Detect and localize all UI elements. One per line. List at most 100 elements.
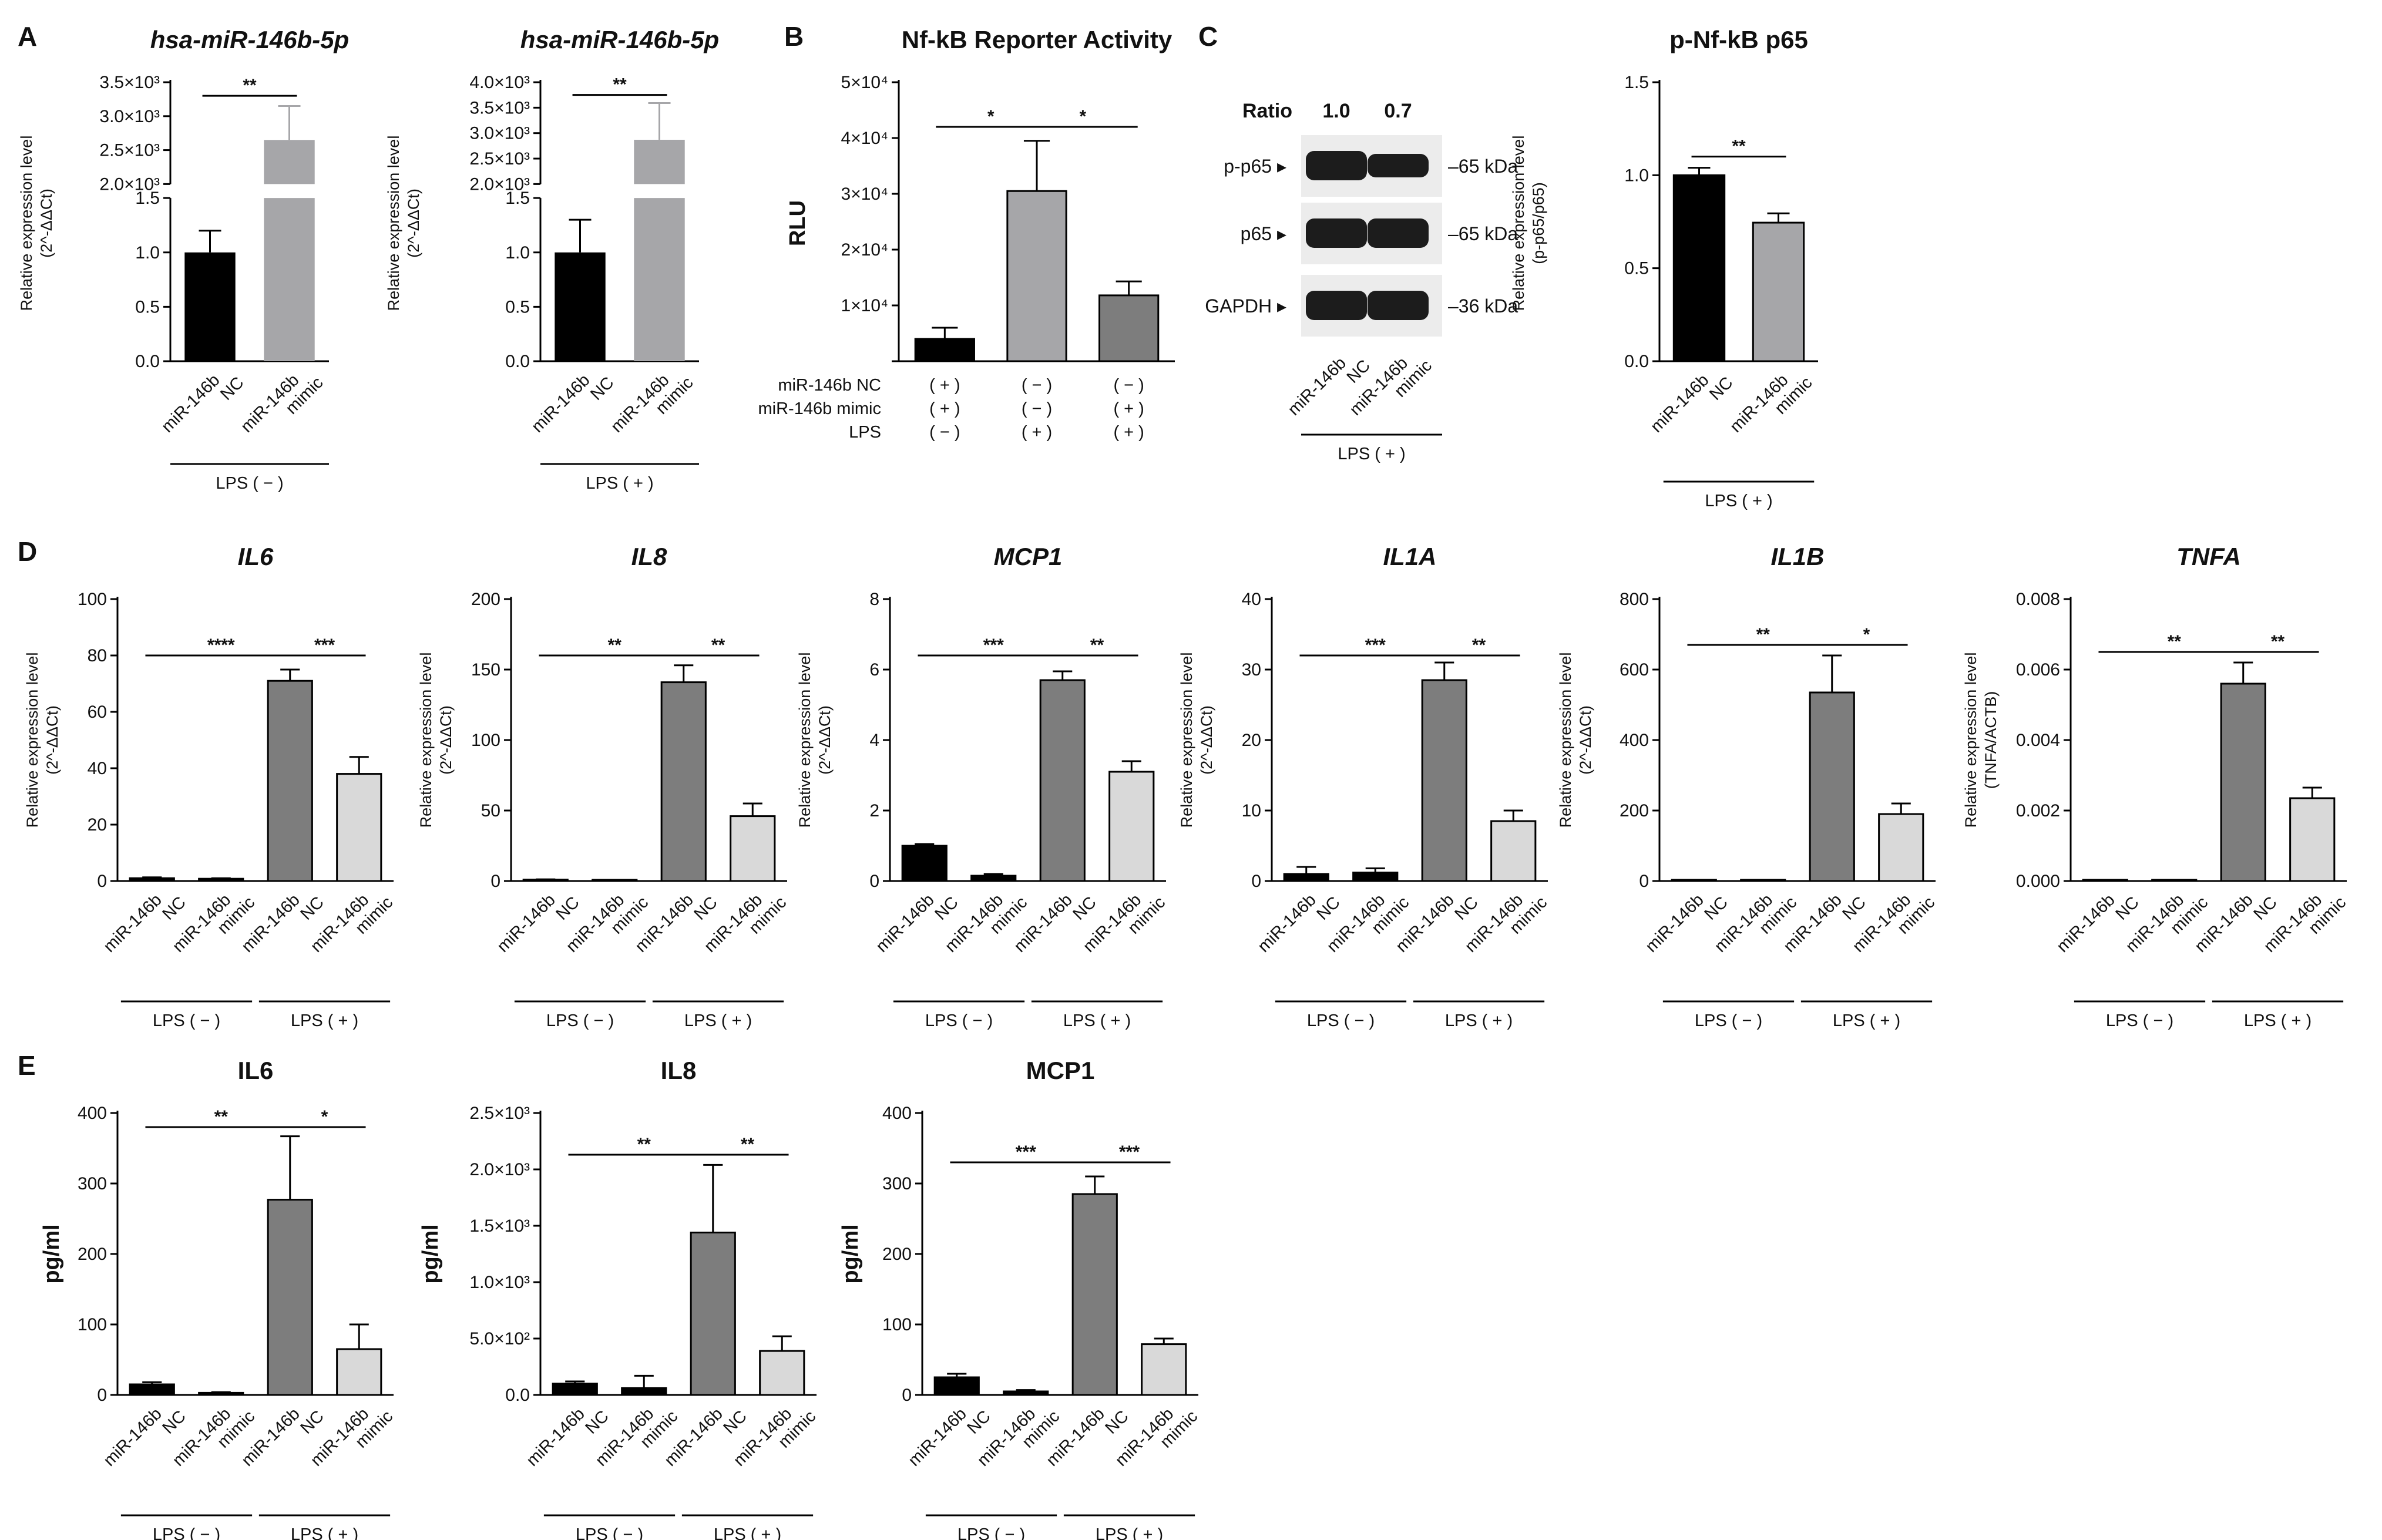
y-tick-label-2: 1.0×10³	[469, 1273, 530, 1292]
y-axis-label: pg/ml	[39, 1224, 64, 1283]
y-tick-label-3: 30	[1242, 660, 1261, 680]
y-tick-label-4: 4×10⁴	[841, 129, 888, 148]
y-tick-label-1: 100	[882, 1315, 912, 1334]
group-label-0: LPS ( − )	[576, 1525, 643, 1540]
chart-c-p65-ratio: p-Nf-kB p65 0.0 0.5 1.0 1.5 miR-146bNCmiR-146…	[1510, 26, 1818, 510]
bar-2	[267, 1199, 313, 1396]
chart-a1-mir146b-lps-neg: hsa-miR-146b-5p 0.0 0.5 1.0 1.52.0×10³ 2.5×10…	[18, 26, 349, 493]
treatment-cell-2-0: ( − )	[929, 423, 960, 442]
significance-label-1: *	[1863, 625, 1870, 644]
bar-2	[1421, 679, 1467, 882]
chart-b-nfkb-reporter: Nf-kB Reporter Activity 1×10⁴ 2×10⁴ 3×10⁴ 4×…	[758, 26, 1175, 442]
y-axis-subtitle: (2^-ΔΔCt)	[1198, 705, 1215, 775]
chart-title: IL1B	[1770, 543, 1824, 570]
chart-title: IL8	[631, 543, 667, 570]
panel-letter-a: A	[18, 21, 37, 52]
category-line-2: NC	[1701, 893, 1731, 924]
y-tick-label-2: 200	[882, 1245, 912, 1264]
bar-3	[336, 773, 382, 882]
category-line-2: NC	[931, 893, 962, 924]
band-label-0: p-p65 ▸	[1224, 156, 1286, 177]
bar-1	[198, 877, 244, 882]
y-tick-label-upper-1: 2.5×10³	[99, 141, 160, 160]
y-axis-label: Relative expression level (2^-ΔΔCt)	[23, 653, 61, 828]
y-tick-label-4: 800	[1620, 590, 1649, 609]
significance-label-1: ***	[1119, 1142, 1140, 1162]
group-label-1: LPS ( + )	[2244, 1011, 2312, 1030]
significance-label-1: **	[1090, 635, 1104, 655]
y-tick-label-upper-2: 3.0×10³	[469, 124, 530, 143]
chart-title: hsa-miR-146b-5p	[150, 26, 349, 53]
bar-3	[1878, 813, 1924, 882]
significance-label-0: **	[637, 1135, 651, 1154]
y-axis-title: RLU	[785, 200, 810, 246]
category-line-2: NC	[587, 374, 617, 404]
chart-title: MCP1	[1026, 1057, 1095, 1084]
y-tick-label-upper-1: 2.5×10³	[469, 149, 530, 169]
y-tick-label-0: 0	[902, 1386, 912, 1405]
chart-d-il6: IL6020406080100miR-146bNCmiR-146bmimicmi…	[23, 543, 397, 1030]
y-tick-label-4: 80	[88, 646, 107, 665]
y-axis-label: pg/ml	[418, 1224, 443, 1283]
y-tick-label-2: 400	[1620, 731, 1649, 750]
western-group-label: LPS ( + )	[1338, 445, 1405, 463]
y-tick-label-2: 1.0	[1624, 166, 1649, 185]
category-line-1: miR-146b	[100, 890, 166, 956]
panel-letter-b: B	[784, 21, 804, 52]
chart-title: IL1A	[1383, 543, 1436, 570]
category-line-1: miR-146b	[528, 371, 594, 436]
y-tick-label-lower-1: 0.5	[135, 297, 160, 317]
y-axis-label: Relative expression level (2^-ΔΔCt)	[1557, 653, 1594, 828]
group-label-0: LPS ( − )	[957, 1525, 1025, 1540]
y-axis-subtitle: (2^-ΔΔCt)	[1577, 705, 1594, 775]
chart-e-il8-elisa: IL8 0.0 5.0×10² 1.0×10³ 1.5×10³ 2.0×10³ 2.5×10…	[418, 1057, 819, 1540]
band-label-1: p65 ▸	[1241, 223, 1286, 244]
y-axis-title: pg/ml	[838, 1224, 863, 1283]
category-line-2: NC	[1706, 374, 1736, 404]
significance-label-0: ***	[1365, 635, 1386, 655]
y-tick-label-3: 0.006	[2016, 660, 2060, 680]
y-axis-title: Relative expression level	[1510, 136, 1527, 311]
chart-title: IL6	[238, 1057, 274, 1084]
y-axis-subtitle: (2^-ΔΔCt)	[43, 705, 61, 775]
y-tick-label-3: 1.5	[1624, 73, 1649, 92]
y-tick-label-lower-0: 0.0	[505, 352, 530, 371]
y-tick-label-2: 0.004	[2016, 731, 2060, 750]
treatment-row-label-1: miR-146b mimic	[758, 399, 881, 418]
y-tick-label-lower-2: 1.0	[505, 243, 530, 263]
y-tick-label-lower-3: 1.5	[135, 189, 160, 208]
y-tick-label-2: 40	[88, 759, 107, 778]
significance-label-0: ***	[983, 635, 1004, 655]
y-tick-label-1: 10	[1242, 801, 1261, 821]
category-line-1: miR-146b	[1642, 890, 1708, 956]
category-line-1: miR-146b	[905, 1404, 970, 1470]
group-label-1: LPS ( + )	[1833, 1011, 1900, 1030]
bar-1	[198, 1391, 244, 1396]
y-tick-label-0: 0	[869, 872, 879, 891]
chart-d-tnfa: TNFA0.0000.0020.0040.0060.008miR-146bNCm…	[1962, 543, 2350, 1030]
y-tick-label-lower-3: 1.5	[505, 189, 530, 208]
blot-band-0-0	[1306, 151, 1367, 180]
bar-2	[690, 1232, 736, 1396]
group-label-0: LPS ( − )	[153, 1011, 220, 1030]
treatment-cell-1-2: ( + )	[1113, 399, 1144, 418]
category-line-2: NC	[2112, 893, 2142, 924]
bar-upper-part-1	[264, 140, 315, 184]
blot-band-1-0	[1306, 218, 1367, 248]
